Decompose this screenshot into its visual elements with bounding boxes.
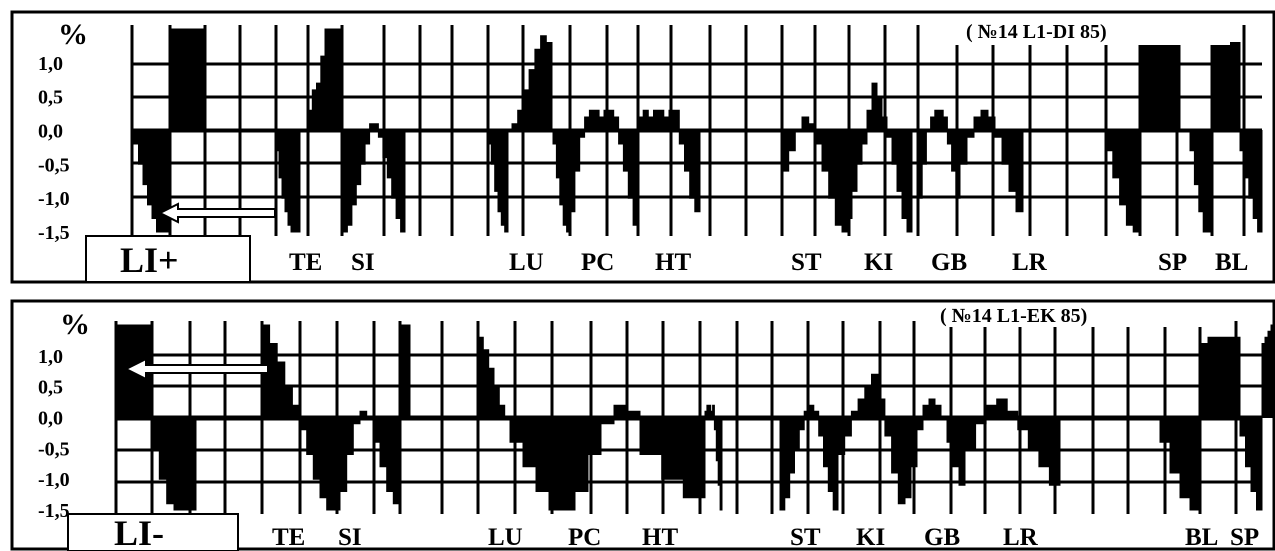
chart-panel-bottom: % 1,00,50,0-0,5-1,0-1,5 ( №14 L1-EK 85) …	[10, 299, 1275, 551]
data-bar	[1105, 130, 1141, 233]
data-series	[117, 324, 1275, 511]
meridian-label: TE	[289, 249, 322, 276]
data-bar	[1239, 130, 1263, 233]
data-bar	[1139, 42, 1181, 131]
data-bar	[959, 109, 1024, 213]
data-bar	[637, 109, 701, 213]
data-bar	[639, 417, 706, 499]
data-bar	[964, 398, 1061, 486]
y-tick-label: -1,5	[38, 500, 70, 522]
y-tick-label: 0,0	[38, 408, 63, 430]
data-bar	[1189, 130, 1213, 233]
data-bar	[509, 404, 641, 511]
meridian-label: ST	[791, 249, 822, 276]
meridian-label: TE	[272, 524, 305, 551]
y-tick-label: 0,0	[38, 121, 63, 143]
y-tick-label: -0,5	[38, 438, 70, 460]
data-bar	[1199, 336, 1241, 418]
data-bar	[399, 324, 411, 418]
data-series	[133, 28, 1263, 233]
data-bar	[299, 410, 401, 511]
meridian-label: KI	[856, 524, 885, 551]
meridian-label: HT	[642, 524, 678, 551]
data-bar	[1261, 324, 1275, 418]
meridian-label: BL	[1215, 249, 1248, 276]
data-bar	[704, 404, 723, 511]
data-bar	[837, 373, 906, 505]
y-tick-label: -1,5	[38, 222, 70, 244]
tag-box	[85, 235, 251, 283]
y-tick-label: 0,5	[38, 87, 63, 109]
y-axis-unit: %	[60, 308, 90, 341]
meridian-label: ST	[790, 524, 821, 551]
y-tick-labels: 1,0 0,5 0,0 -0,5 -1,0 -1,5	[38, 346, 70, 522]
tag-label: LI-	[114, 513, 164, 551]
data-bar	[151, 417, 197, 511]
chart-annotation: ( №14 L1-DI 85)	[966, 21, 1107, 43]
y-axis-unit: %	[58, 18, 88, 51]
y-tick-label: 1,0	[38, 346, 63, 368]
meridian-label: LU	[488, 524, 523, 551]
meridian-label: LR	[1003, 524, 1039, 551]
data-bar	[133, 130, 171, 233]
meridian-label: PC	[568, 524, 601, 551]
data-bar	[781, 116, 843, 226]
meridian-label: SP	[1158, 249, 1187, 276]
meridian-labels: TE SI LU PC HT ST KI GB LR SP BL	[289, 249, 1248, 276]
meridian-label: GB	[931, 249, 967, 276]
meridian-label: SI	[338, 524, 362, 551]
data-bar	[275, 130, 301, 233]
y-tick-label: 1,0	[38, 53, 63, 75]
data-bar	[1239, 417, 1263, 511]
chart-annotation: ( №14 L1-EK 85)	[940, 305, 1087, 327]
data-bar	[169, 28, 206, 131]
data-bar	[487, 130, 509, 233]
meridian-label: GB	[924, 524, 960, 551]
data-bar	[569, 109, 639, 226]
left-arrow-icon	[123, 357, 269, 381]
data-bar	[841, 82, 913, 233]
meridian-label: SI	[351, 249, 375, 276]
meridian-label: HT	[655, 249, 691, 276]
data-bar	[904, 398, 966, 499]
y-tick-label: 0,5	[38, 377, 63, 399]
annotation-box	[940, 17, 1230, 45]
meridian-labels: TE SI LU PC HT ST KI GB LR BL SP	[272, 524, 1259, 551]
y-tick-labels: 1,0 0,5 0,0 -0,5 -1,0 -1,5	[38, 53, 70, 244]
meridian-label: LU	[509, 249, 544, 276]
left-arrow-icon	[157, 202, 276, 224]
data-bar	[779, 404, 839, 511]
data-bar	[917, 109, 961, 199]
tag-box	[67, 513, 239, 551]
y-tick-label: -1,0	[38, 469, 70, 491]
chart-panel-top: % 1,00,50,0-0,5-1,0-1,5 ( №14 L1-DI 85) …	[10, 10, 1275, 284]
meridian-label: PC	[581, 249, 614, 276]
panel-border	[10, 10, 1275, 284]
y-tick-label: -0,5	[38, 154, 70, 176]
y-tick-label: -1,0	[38, 188, 70, 210]
data-bar	[307, 28, 343, 131]
meridian-label: KI	[864, 249, 893, 276]
meridian-label: BL	[1185, 524, 1218, 551]
meridian-label: LR	[1012, 249, 1048, 276]
data-bar	[261, 324, 301, 418]
data-bar	[477, 336, 510, 418]
tag-label: LI+	[120, 240, 179, 280]
data-bar	[511, 35, 553, 131]
data-bar	[1211, 42, 1241, 131]
data-bar	[342, 123, 406, 233]
annotation-box	[920, 303, 1230, 327]
data-bar	[1159, 417, 1201, 511]
panel-border	[10, 299, 1275, 551]
data-bar	[552, 130, 571, 233]
meridian-label: SP	[1230, 524, 1259, 551]
